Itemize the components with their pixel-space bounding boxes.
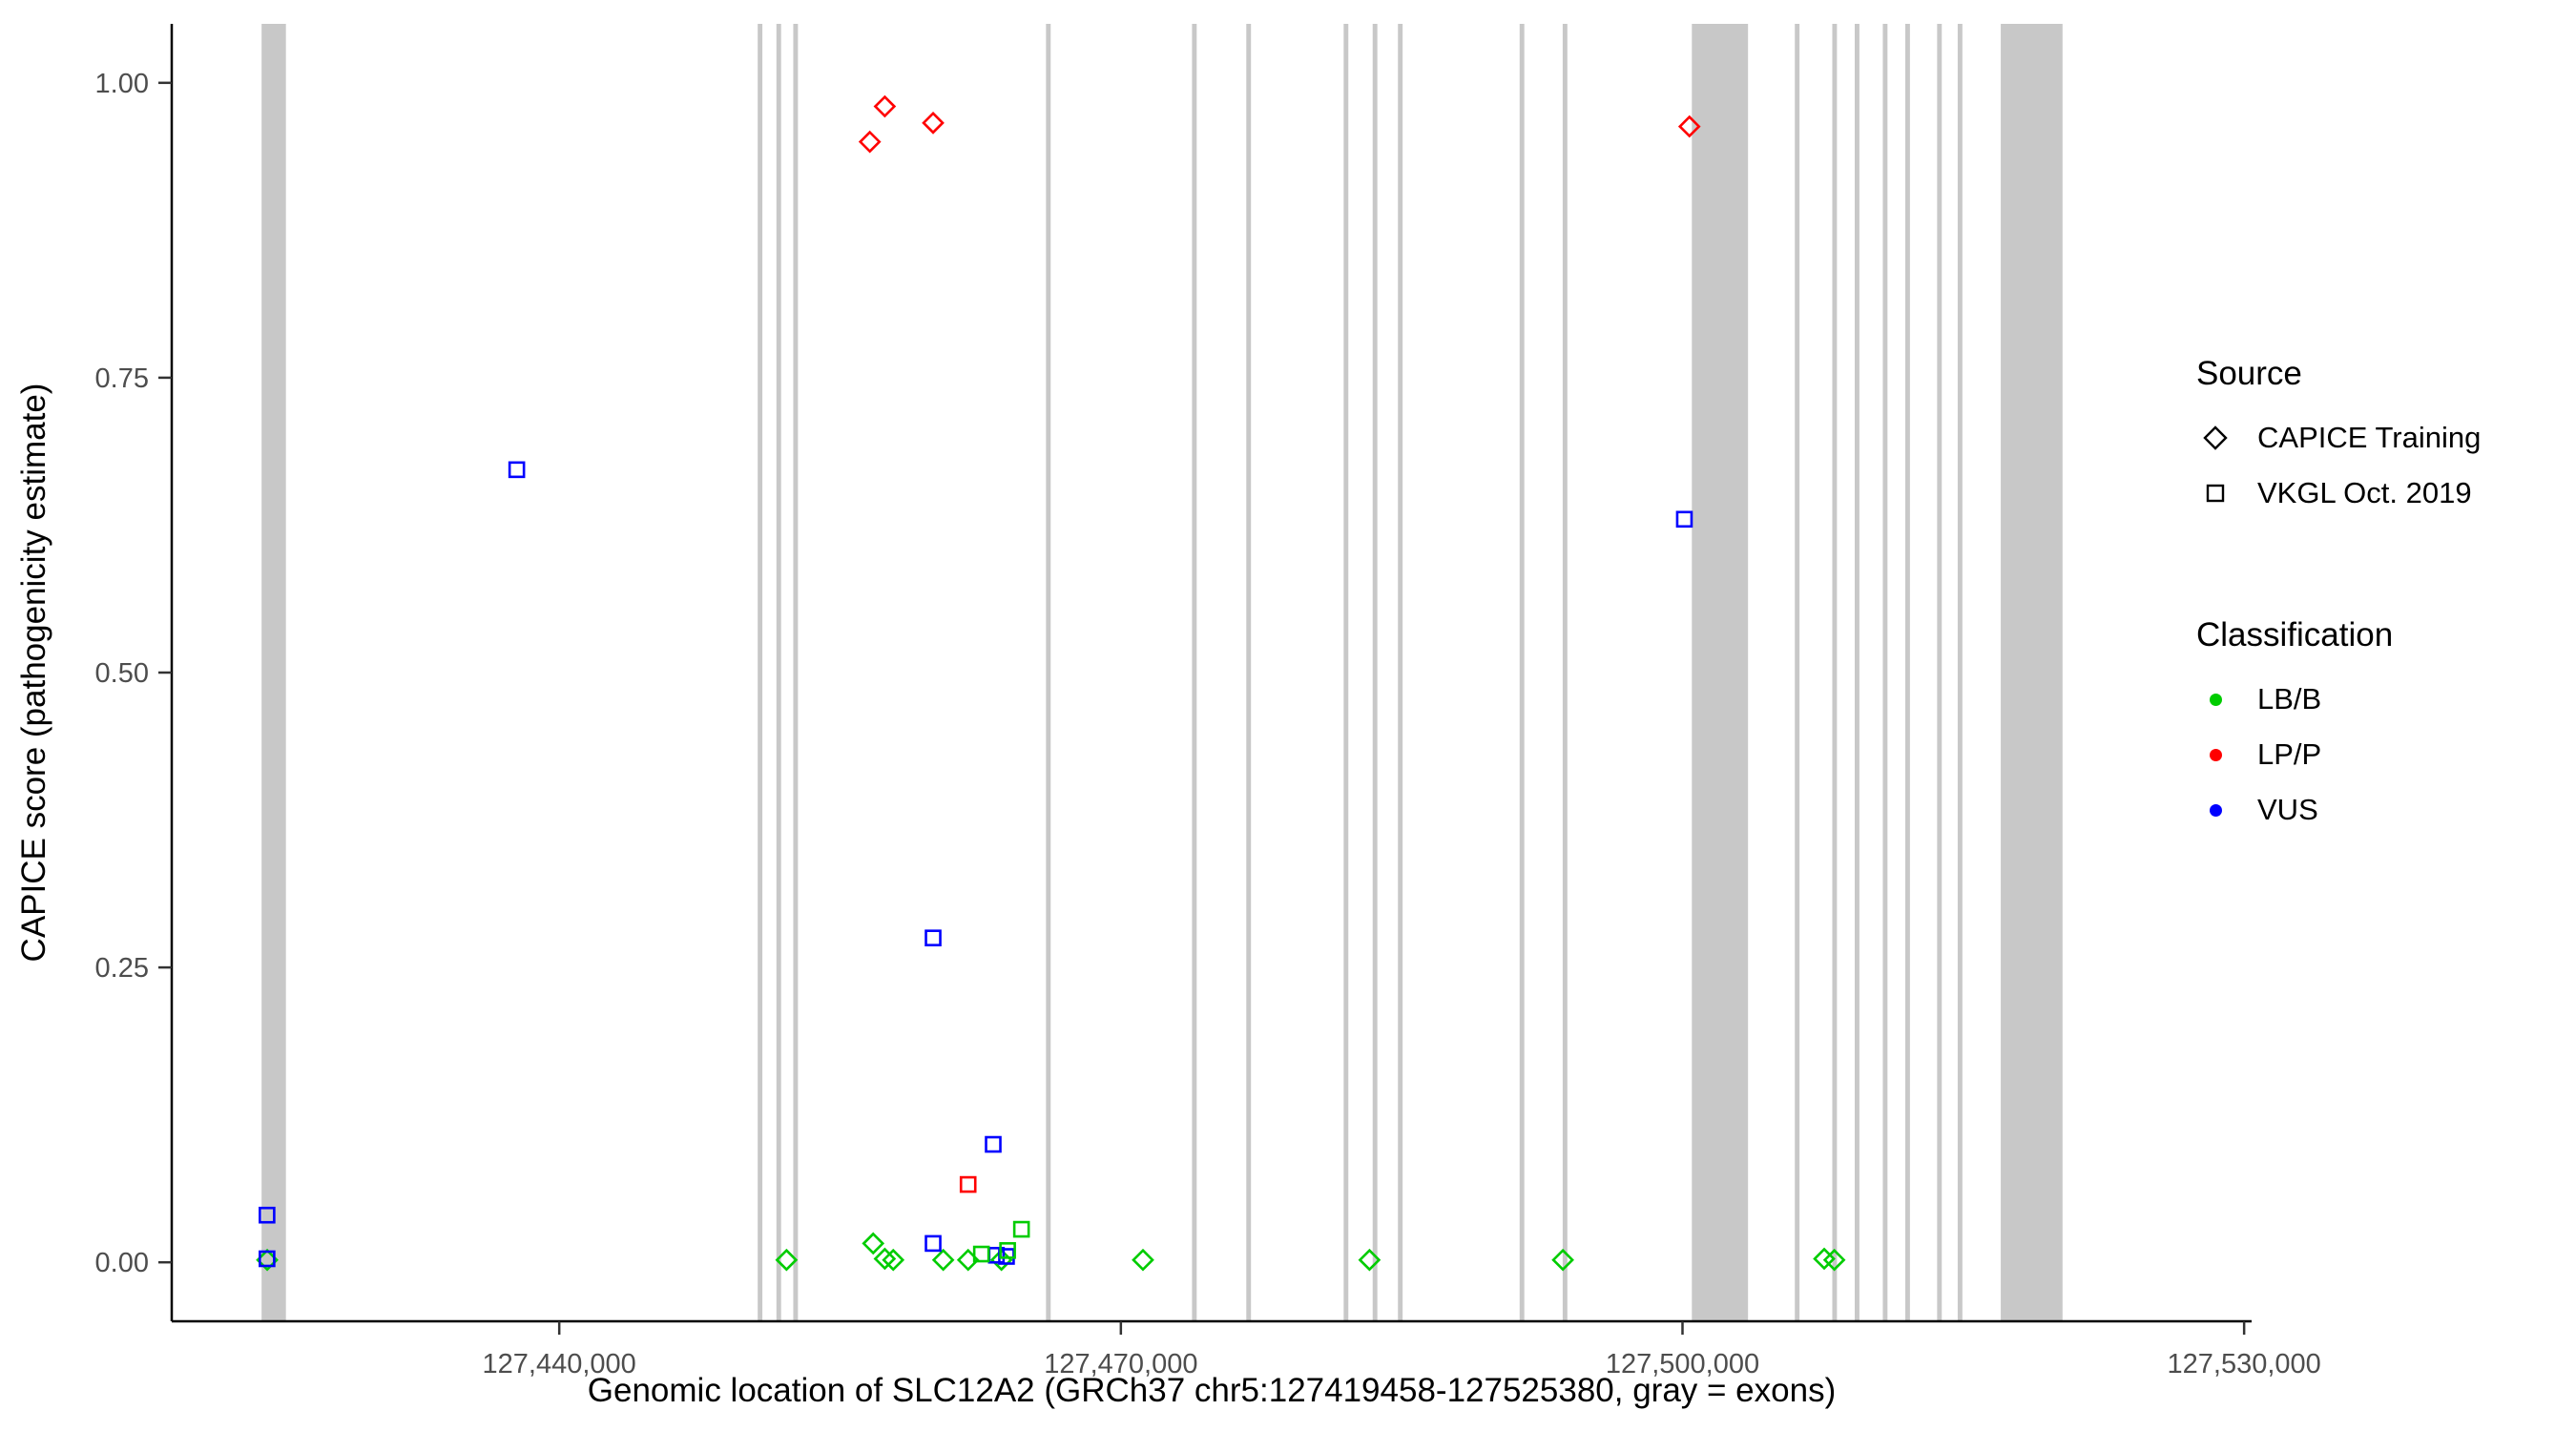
exon-band [1372,24,1378,1321]
lpp-dot-icon [2196,736,2234,774]
legend-item-vus: VUS [2196,782,2481,838]
exon-band [793,24,799,1321]
legend-item-lbb: LB/B [2196,672,2481,727]
data-point-square [999,1242,1016,1259]
exon-band [1046,24,1051,1321]
legend-item-label: VUS [2257,793,2318,826]
exon-band [1957,24,1963,1321]
data-point-diamond [775,1248,799,1272]
data-point-square [985,1135,1002,1153]
data-point-square [959,1175,977,1193]
legend-item-label: CAPICE Training [2257,421,2482,454]
data-point-square [1012,1220,1030,1238]
lbb-dot-icon [2196,680,2234,718]
data-point-diamond [922,112,945,135]
exon-band [1246,24,1252,1321]
exon-band [261,24,286,1321]
diamond-icon [2196,419,2234,457]
data-point-square [259,1206,276,1224]
data-point-diamond [1677,114,1701,138]
data-point-diamond [1358,1248,1381,1272]
data-point-diamond [862,1232,885,1255]
data-point-square [259,1250,276,1268]
y-tick-label: 1.00 [95,69,149,99]
data-point-square [972,1245,990,1263]
exon-band [2001,24,2063,1321]
data-point-diamond [858,130,882,154]
x-tick-label: 127,500,000 [1606,1349,1759,1379]
exon-band [1519,24,1525,1321]
legend-source-section: Source CAPICE Training VKGL Oct. 2019 [2196,355,2481,521]
exon-band [1855,24,1859,1321]
square-icon [2196,474,2234,512]
exon-band [1192,24,1197,1321]
x-tick-label: 127,470,000 [1044,1349,1197,1379]
data-point-diamond [1551,1248,1574,1272]
data-point-diamond [1822,1248,1846,1272]
exon-band [1937,24,1942,1321]
data-point-square [924,929,942,946]
data-point-diamond [1132,1248,1154,1272]
data-point-square [508,461,526,479]
legend: Source CAPICE Training VKGL Oct. 2019 [2196,355,2481,838]
exon-band [1904,24,1910,1321]
y-tick-label: 0.00 [95,1248,149,1278]
legend-item-capice-training: CAPICE Training [2196,410,2481,466]
data-point-diamond [931,1248,955,1272]
y-tick-label: 0.75 [95,363,149,394]
data-point-diamond [873,94,897,118]
y-tick-label: 0.25 [95,953,149,984]
legend-item-vkgl: VKGL Oct. 2019 [2196,466,2481,521]
legend-source-title: Source [2196,355,2302,392]
legend-item-label: LP/P [2257,737,2322,771]
x-tick-label: 127,440,000 [483,1349,636,1379]
y-axis-title: CAPICE score (pathogenicity estimate) [15,383,52,963]
x-tick-label: 127,530,000 [2168,1349,2321,1379]
exon-band [1795,24,1800,1321]
y-tick-label: 0.50 [95,658,149,689]
legend-classification-section: Classification LB/B LP/P VUS [2196,616,2481,838]
x-axis-title: Genomic location of SLC12A2 (GRCh37 chr5… [587,1372,1837,1409]
exon-band [1343,24,1349,1321]
data-point-diamond [882,1248,905,1272]
exon-band [1398,24,1403,1321]
vus-dot-icon [2196,791,2234,829]
exon-band [758,24,763,1321]
data-point-square [1675,510,1693,529]
exon-band [776,24,781,1321]
legend-classification-title: Classification [2196,616,2394,653]
data-point-diamond [873,1247,897,1271]
legend-item-label: LB/B [2257,682,2322,716]
legend-item-label: VKGL Oct. 2019 [2257,476,2472,509]
data-point-square [924,1234,942,1253]
exon-band [1562,24,1568,1321]
exon-band [1882,24,1888,1321]
exon-band [1832,24,1838,1321]
exon-band [1692,24,1749,1321]
legend-item-lpp: LP/P [2196,727,2481,782]
